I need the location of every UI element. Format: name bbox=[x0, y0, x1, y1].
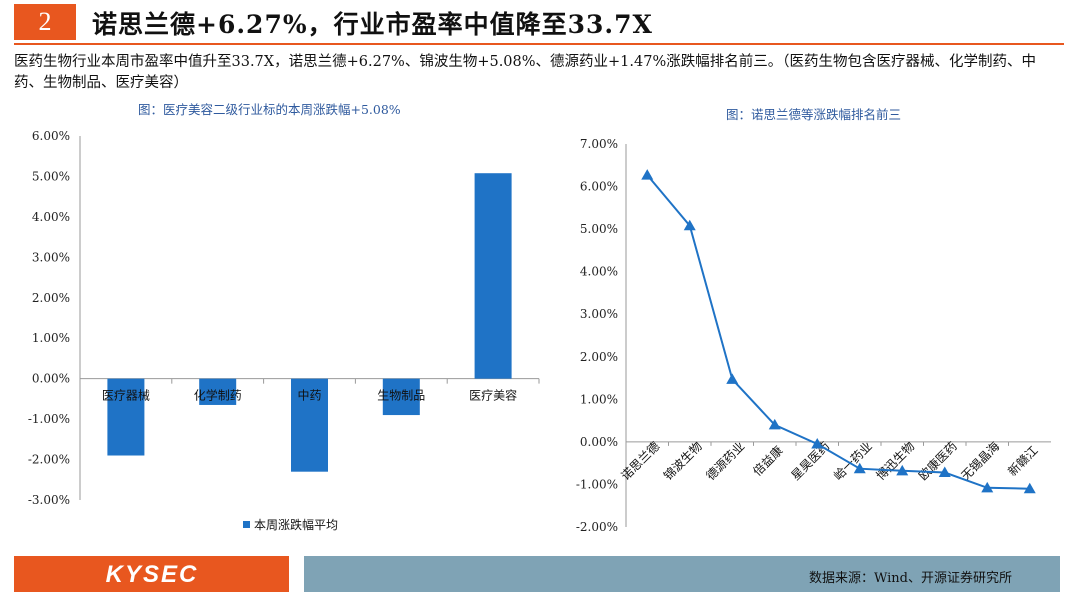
x-category-label: 锦波生物 bbox=[661, 439, 705, 483]
page-title: 诺思兰德+6.27%，行业市盈率中值降至33.7X bbox=[92, 10, 653, 39]
y-tick-label: -3.00% bbox=[28, 493, 70, 507]
bar-1 bbox=[107, 378, 145, 456]
line-chart-caption: 图：诺思兰德等涨跌幅排名前三 bbox=[726, 107, 902, 122]
y-tick-label: 6.00% bbox=[580, 180, 618, 194]
y-tick-label: 1.00% bbox=[32, 331, 70, 345]
line-chart: -2.00% -1.00% 0.00% 1.00% 2.00% 3.00% 4.00% 5.0… bbox=[576, 137, 1051, 534]
y-tick-label: 4.00% bbox=[580, 265, 618, 279]
y-tick-label: 5.00% bbox=[580, 222, 618, 236]
section-number: 2 bbox=[14, 4, 76, 40]
x-category-label: 医疗器械 bbox=[102, 388, 150, 403]
y-tick-label: 6.00% bbox=[32, 129, 70, 143]
y-tick-label: 3.00% bbox=[32, 250, 70, 264]
y-tick-label: 3.00% bbox=[580, 307, 618, 321]
bar-chart-caption: 图：医疗美容二级行业标的本周涨跌幅+5.08% bbox=[138, 102, 401, 117]
x-category-label: 倍益康 bbox=[750, 443, 786, 479]
y-tick-label: -2.00% bbox=[576, 520, 618, 534]
y-tick-label: 2.00% bbox=[32, 291, 70, 305]
data-source: 数据来源：Wind、开源证券研究所 bbox=[809, 571, 1012, 586]
data-point-8 bbox=[938, 466, 951, 478]
data-point-4 bbox=[768, 418, 781, 430]
header-divider bbox=[14, 43, 1064, 45]
y-tick-label: 5.00% bbox=[32, 169, 70, 183]
legend-swatch bbox=[243, 521, 250, 528]
bar-chart: -3.00% -2.00% -1.00% 0.00% 1.00% 2.00% 3.00% 4.… bbox=[28, 129, 540, 532]
y-tick-label: -1.00% bbox=[576, 477, 618, 491]
x-category-label: 峆一药业 bbox=[831, 439, 875, 483]
x-category-label: 无锡晶海 bbox=[958, 438, 1003, 483]
bar-5 bbox=[474, 173, 512, 379]
data-point-3 bbox=[726, 373, 739, 384]
x-category-label: 新赣江 bbox=[1005, 443, 1041, 479]
x-category-label: 星昊医药 bbox=[788, 439, 832, 483]
x-category-label: 医疗美容 bbox=[469, 388, 517, 403]
x-category-label: 化学制药 bbox=[194, 388, 242, 403]
footer-source-bar: 数据来源：Wind、开源证券研究所 bbox=[304, 556, 1060, 592]
data-point-7 bbox=[896, 464, 909, 476]
data-point-6 bbox=[853, 462, 866, 474]
data-point-2 bbox=[683, 219, 696, 231]
summary-text: 医药生物行业本周市盈率中值升至33.7X，诺思兰德+6.27%、锦波生物+5.0… bbox=[14, 54, 1036, 91]
kysec-logo-mark: KYSEC bbox=[105, 561, 198, 587]
data-point-5 bbox=[811, 438, 824, 449]
data-point-10 bbox=[1023, 482, 1036, 494]
y-tick-label: 2.00% bbox=[580, 350, 618, 364]
y-tick-label: 7.00% bbox=[580, 137, 618, 151]
data-point-9 bbox=[981, 481, 994, 493]
y-tick-label: -2.00% bbox=[28, 453, 70, 467]
data-point-1 bbox=[641, 169, 654, 180]
slide-header: 2 诺思兰德+6.27%，行业市盈率中值降至33.7X bbox=[0, 0, 1080, 44]
svg-text:KYSEC: KYSEC bbox=[105, 561, 198, 587]
kysec-logo: KYSEC bbox=[14, 556, 289, 592]
y-tick-label: 0.00% bbox=[32, 372, 70, 386]
x-category-label: 诺思兰德 bbox=[618, 438, 663, 483]
y-tick-label: -1.00% bbox=[28, 412, 70, 426]
footer-logo-bar: KYSEC bbox=[14, 556, 289, 592]
y-tick-label: 4.00% bbox=[32, 210, 70, 224]
series-line bbox=[646, 174, 1030, 490]
x-category-label: 中药 bbox=[297, 388, 321, 403]
y-tick-label: 0.00% bbox=[580, 435, 618, 449]
legend-label: 本周涨跌幅平均 bbox=[254, 517, 338, 532]
x-category-label: 生物制品 bbox=[377, 389, 425, 403]
bar-2 bbox=[199, 378, 237, 405]
y-tick-label: 1.00% bbox=[580, 392, 618, 406]
x-category-label: 博迅生物 bbox=[873, 438, 918, 483]
x-category-label: 德源药业 bbox=[703, 438, 748, 483]
bar-4 bbox=[382, 378, 420, 416]
bar-3 bbox=[291, 378, 328, 472]
